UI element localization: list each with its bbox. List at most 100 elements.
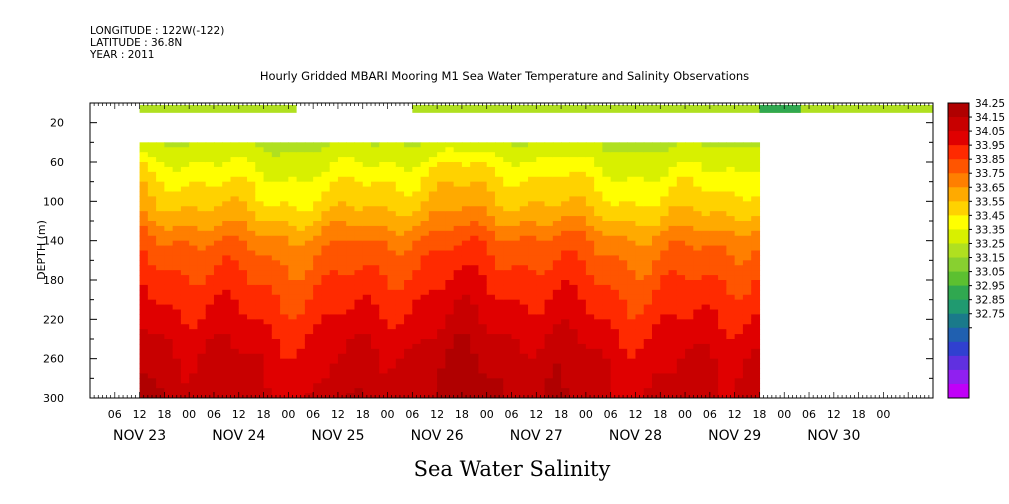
heatmap-cell — [222, 275, 232, 281]
heatmap-cell — [404, 353, 413, 360]
heatmap-cell — [271, 280, 281, 286]
heatmap-cell — [222, 289, 232, 296]
heatmap-cell — [544, 147, 554, 153]
heatmap-cell — [652, 147, 661, 153]
heatmap-cell — [610, 211, 620, 217]
heatmap-cell — [296, 275, 306, 281]
heatmap-cell — [255, 171, 265, 178]
heatmap-cell — [511, 245, 521, 252]
heatmap-cell — [354, 176, 364, 183]
heatmap-cell — [222, 162, 232, 168]
heatmap-cell — [180, 181, 190, 188]
heatmap-cell — [139, 201, 149, 207]
heatmap-cell — [602, 186, 612, 193]
heatmap-cell — [428, 201, 438, 207]
heatmap-cell — [156, 147, 165, 153]
heatmap-cell — [561, 314, 570, 320]
heatmap-cell — [643, 383, 653, 389]
heatmap-cell — [751, 383, 761, 389]
heatmap-cell — [329, 260, 339, 266]
heatmap-cell — [263, 186, 273, 193]
heatmap-cell — [643, 284, 653, 291]
heatmap-cell — [395, 240, 405, 247]
heatmap-cell — [602, 171, 612, 178]
heatmap-cell — [668, 373, 678, 379]
heatmap-cell — [387, 324, 397, 330]
heatmap-cell — [610, 216, 620, 222]
heatmap-cell — [751, 294, 761, 301]
heatmap-cell — [478, 176, 488, 183]
heatmap-cell — [453, 353, 463, 360]
heatmap-cell — [486, 240, 496, 247]
heatmap-cell — [346, 358, 356, 365]
heatmap-cell — [296, 373, 306, 379]
heatmap-cell — [205, 147, 215, 153]
heatmap-cell — [585, 339, 595, 345]
heatmap-cell — [734, 388, 744, 394]
heatmap-cell — [428, 309, 438, 316]
colorbar-label: 33.85 — [975, 154, 1005, 166]
heatmap-cell — [189, 329, 199, 335]
heatmap-cell — [726, 250, 736, 257]
heatmap-cell — [693, 181, 703, 188]
heatmap-cell — [296, 260, 306, 266]
heatmap-cell — [544, 353, 554, 360]
x-axis-label: Sea Water Salinity — [414, 457, 611, 481]
heatmap-cell — [395, 368, 405, 375]
heatmap-cell — [602, 299, 612, 306]
heatmap-cell — [618, 363, 628, 370]
heatmap-cell — [420, 166, 430, 173]
heatmap-cell — [189, 378, 199, 384]
heatmap-cell — [213, 314, 223, 320]
heatmap-cell — [561, 250, 570, 257]
heatmap-cell — [676, 171, 686, 178]
heatmap-cell — [156, 186, 165, 193]
heatmap-cell — [528, 270, 537, 276]
heatmap-cell — [238, 314, 248, 320]
heatmap-cell — [511, 260, 521, 266]
heatmap-cell — [304, 157, 314, 163]
heatmap-cell — [528, 388, 537, 394]
heatmap-cell — [602, 363, 612, 370]
heatmap-cell — [238, 334, 248, 340]
heatmap-cell — [528, 240, 537, 247]
heatmap-cell — [734, 314, 744, 320]
heatmap-cell — [189, 235, 199, 242]
heatmap-cell — [337, 152, 347, 158]
heatmap-cell — [346, 368, 356, 375]
heatmap-cell — [172, 211, 182, 217]
heatmap-cell — [470, 309, 480, 316]
heatmap-cell — [230, 378, 240, 384]
heatmap-cell — [486, 280, 496, 286]
heatmap-cell — [643, 206, 653, 212]
heatmap-cell — [156, 309, 165, 316]
heatmap-cell — [693, 162, 703, 168]
heatmap-cell — [230, 245, 240, 252]
heatmap-cell — [395, 225, 405, 232]
heatmap-cell — [156, 201, 165, 207]
heatmap-cell — [486, 304, 496, 311]
heatmap-cell — [247, 275, 256, 281]
heatmap-cell — [552, 373, 562, 379]
heatmap-cell — [718, 368, 727, 375]
heatmap-cell — [742, 373, 752, 379]
heatmap-cell — [404, 186, 413, 193]
heatmap-cell — [379, 324, 389, 330]
heatmap-cell — [437, 348, 446, 355]
heatmap-cell — [519, 319, 529, 325]
heatmap-cell — [461, 191, 471, 198]
heatmap-cell — [164, 157, 174, 163]
heatmap-cell — [528, 225, 537, 232]
heatmap-cell — [213, 196, 223, 202]
heatmap-cell — [230, 191, 240, 198]
heatmap-cell — [271, 162, 281, 168]
heatmap-cell — [354, 368, 364, 375]
heatmap-cell — [544, 265, 554, 271]
heatmap-cell — [709, 343, 719, 350]
heatmap-cell — [478, 319, 488, 325]
heatmap-cell — [701, 147, 711, 153]
heatmap-cell — [453, 299, 463, 306]
heatmap-cell — [255, 304, 265, 311]
heatmap-cell — [585, 383, 595, 389]
heatmap-cell — [627, 147, 637, 153]
